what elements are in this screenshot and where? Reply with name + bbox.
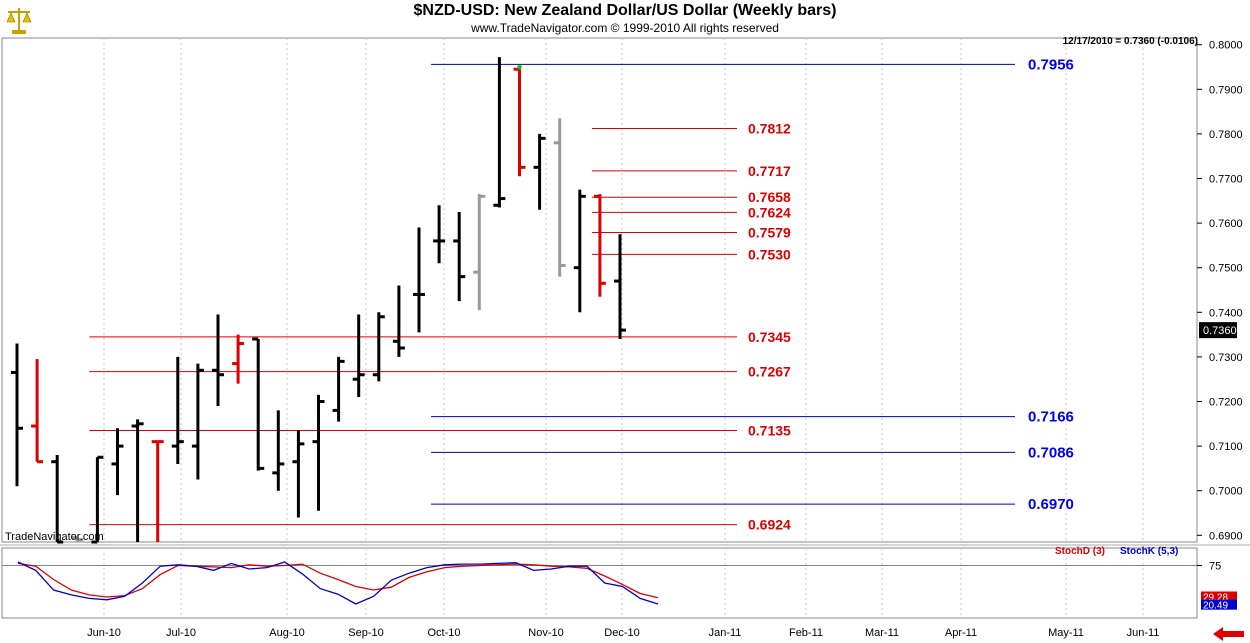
last-price-box (1199, 322, 1237, 339)
legend-stochd: StochD (3) (1055, 546, 1105, 557)
chart-title: $NZD-USD: New Zealand Dollar/US Dollar (… (413, 2, 837, 19)
level-label: 0.7530 (748, 246, 791, 262)
ohlc-bar (252, 337, 265, 471)
ohlc-bar (614, 234, 626, 340)
x-tick-label: May-11 (1048, 627, 1084, 639)
ohlc-bar (272, 410, 285, 491)
oscillator-panel-frame (1, 547, 1198, 619)
osc-last-box-k (1201, 599, 1237, 610)
scroll-left-arrow-icon[interactable] (1213, 627, 1244, 641)
ohlc-bar (372, 312, 385, 382)
level-label: 0.7166 (1028, 409, 1074, 426)
ohlc-bar (91, 455, 104, 544)
ohlc-bar (212, 314, 224, 406)
ohlc-bar (191, 363, 204, 480)
y-tick-label: 0.7600 (1209, 218, 1243, 230)
x-tick-label: Apr-11 (945, 627, 977, 639)
ohlc-bar (413, 227, 425, 333)
level-label: 0.7086 (1028, 444, 1074, 461)
ohlc-bar (433, 205, 446, 264)
ohlc-bar (352, 314, 365, 398)
level-label: 0.7624 (748, 204, 791, 220)
y-tick-label: 0.7800 (1209, 129, 1243, 141)
price-panel-frame (1, 37, 1198, 543)
osc-series-line (17, 562, 659, 599)
y-tick-label: 0.7900 (1209, 84, 1243, 96)
ohlc-bar (533, 133, 546, 210)
osc-last-value-d: 29.28 (1203, 593, 1228, 604)
osc-series-line (17, 561, 659, 605)
x-tick-label: Mar-11 (865, 627, 899, 639)
ohlc-bar (111, 428, 124, 496)
x-tick-label: Sep-10 (348, 627, 383, 639)
ohlc-bar (392, 285, 405, 357)
watermark: TradeNavigator.com (5, 531, 104, 543)
ohlc-bar (573, 189, 586, 313)
ohlc-bar (332, 356, 345, 422)
osc-last-box-d (1201, 591, 1237, 602)
y-tick-label: 0.7500 (1209, 263, 1243, 275)
y-tick-label: 0.6900 (1209, 530, 1243, 542)
chart-subtitle: www.TradeNavigator.com © 1999-2010 All r… (471, 21, 779, 35)
x-tick-label: Oct-10 (427, 627, 460, 639)
ohlc-bar (593, 194, 606, 297)
y-tick-label: 0.7000 (1209, 486, 1243, 498)
x-tick-label: Jan-11 (709, 627, 742, 639)
y-tick-label: 0.7400 (1209, 307, 1243, 319)
y-tick-label: 0.7300 (1209, 352, 1243, 364)
level-label: 0.7135 (748, 422, 791, 438)
balance-scale-icon (6, 4, 32, 36)
ohlc-bar (31, 359, 44, 464)
ohlc-bar (453, 211, 466, 302)
x-tick-label: Jun-10 (87, 627, 121, 639)
x-tick-label: Dec-10 (604, 627, 639, 639)
x-tick-label: Jun-11 (1127, 627, 1160, 639)
ohlc-bar (312, 394, 325, 511)
price-readout: 12/17/2010 = 0.7360 (-0.0106) (1062, 36, 1198, 47)
x-tick-label: Aug-10 (269, 627, 304, 639)
ohlc-bar (51, 455, 64, 544)
ohlc-bar (232, 334, 245, 384)
ohlc-bar (151, 440, 164, 542)
high-marker (517, 65, 522, 70)
y-tick-label: 0.7200 (1209, 397, 1243, 409)
legend-stochk: StochK (5,3) (1120, 546, 1178, 557)
level-label: 0.6970 (1028, 496, 1074, 513)
ohlc-bar (11, 343, 23, 487)
x-tick-label: Jul-10 (166, 627, 196, 639)
level-label: 0.7717 (748, 163, 791, 179)
level-label: 0.7267 (748, 364, 791, 380)
level-label: 0.7579 (748, 224, 791, 240)
last-price-label: 0.7360 (1203, 325, 1237, 337)
y-tick-label: 0.8000 (1209, 40, 1243, 52)
ohlc-bar (71, 536, 84, 542)
level-label: 0.7812 (748, 121, 791, 137)
ohlc-bar (553, 118, 566, 277)
ohlc-bar (171, 356, 184, 464)
x-tick-label: Feb-11 (789, 627, 823, 639)
ohlc-bar (292, 430, 305, 518)
ohlc-bar (513, 67, 526, 177)
level-label: 0.7658 (748, 189, 791, 205)
ohlc-bar (131, 419, 144, 542)
level-label: 0.7956 (1028, 56, 1074, 73)
y-tick-label: 0.7100 (1209, 441, 1243, 453)
osc-y-tick-label: 75 (1209, 561, 1221, 573)
ohlc-bar (493, 57, 506, 208)
level-label: 0.6924 (748, 517, 791, 533)
ohlc-bar (473, 194, 486, 311)
x-tick-label: Nov-10 (528, 627, 563, 639)
osc-last-value-k: 20.49 (1203, 601, 1228, 612)
level-label: 0.7345 (748, 329, 791, 345)
y-tick-label: 0.7700 (1209, 173, 1243, 185)
